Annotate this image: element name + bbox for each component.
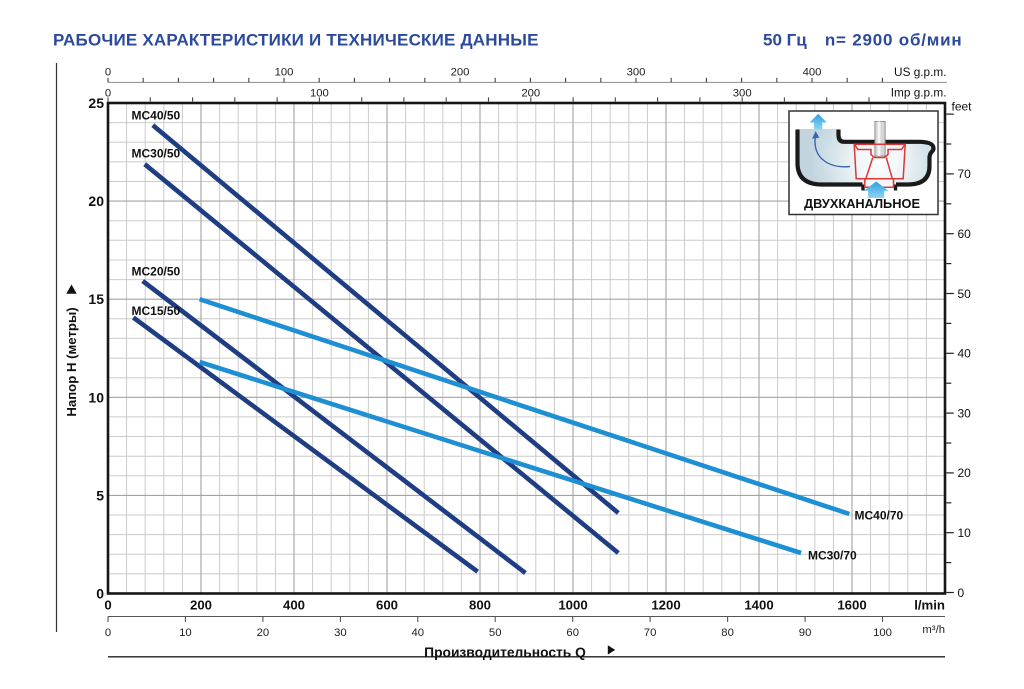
svg-text:60: 60 [958,227,972,241]
svg-text:20: 20 [958,466,972,480]
svg-text:m³/h: m³/h [922,624,945,636]
svg-text:20: 20 [257,627,270,639]
svg-text:40: 40 [958,347,972,361]
svg-text:Напор H (метры): Напор H (метры) [64,307,79,416]
svg-text:0: 0 [105,67,111,79]
svg-text:MC15/50: MC15/50 [132,304,181,318]
svg-text:MC30/50: MC30/50 [132,147,181,161]
svg-text:10: 10 [179,627,192,639]
svg-text:200: 200 [451,67,470,79]
svg-text:l/min: l/min [914,598,945,613]
svg-text:1200: 1200 [651,597,680,612]
svg-text:РАБОЧИЕ ХАРАКТЕРИСТИКИ И ТЕХНИ: РАБОЧИЕ ХАРАКТЕРИСТИКИ И ТЕХНИЧЕСКИЕ ДАН… [53,30,539,49]
svg-text:30: 30 [958,406,972,420]
svg-text:100: 100 [275,67,294,79]
svg-text:MC40/70: MC40/70 [855,509,904,523]
svg-text:0: 0 [96,586,104,602]
svg-text:200: 200 [521,88,540,100]
svg-text:Imp g.p.m.: Imp g.p.m. [891,86,947,100]
svg-text:100: 100 [873,627,892,639]
svg-text:50 Гц: 50 Гц [763,30,807,49]
svg-text:600: 600 [376,597,398,612]
svg-text:10: 10 [958,526,972,540]
svg-text:1400: 1400 [744,597,773,612]
svg-text:300: 300 [733,88,752,100]
svg-text:30: 30 [334,627,347,639]
svg-text:200: 200 [190,597,212,612]
svg-text:20: 20 [88,193,104,209]
svg-text:70: 70 [958,167,972,181]
svg-text:Производительность Q: Производительность Q [424,645,586,660]
svg-text:400: 400 [803,67,822,79]
svg-text:300: 300 [627,67,646,79]
svg-text:90: 90 [799,627,812,639]
svg-text:10: 10 [88,389,104,405]
svg-text:50: 50 [958,287,972,301]
svg-text:70: 70 [644,627,657,639]
svg-text:MC20/50: MC20/50 [132,265,181,279]
svg-text:US g.p.m.: US g.p.m. [894,65,946,79]
svg-text:5: 5 [96,487,104,503]
svg-text:0: 0 [105,88,111,100]
svg-text:400: 400 [283,597,305,612]
svg-text:0: 0 [105,627,111,639]
svg-text:MC30/70: MC30/70 [808,549,857,563]
svg-text:0: 0 [958,586,965,600]
svg-text:1600: 1600 [837,597,866,612]
svg-text:feet: feet [952,100,973,114]
svg-text:800: 800 [469,597,491,612]
svg-text:n= 2900 об/мин: n= 2900 об/мин [825,30,963,49]
svg-text:0: 0 [104,597,111,612]
svg-text:100: 100 [310,88,329,100]
svg-text:80: 80 [721,627,734,639]
svg-text:25: 25 [88,95,104,111]
svg-text:ДВУХКАНАЛЬНОЕ: ДВУХКАНАЛЬНОЕ [804,196,920,211]
svg-text:40: 40 [412,627,425,639]
svg-text:1000: 1000 [558,597,587,612]
svg-text:15: 15 [88,291,104,307]
svg-text:60: 60 [566,627,579,639]
svg-text:50: 50 [489,627,502,639]
svg-text:MC40/50: MC40/50 [132,109,181,123]
